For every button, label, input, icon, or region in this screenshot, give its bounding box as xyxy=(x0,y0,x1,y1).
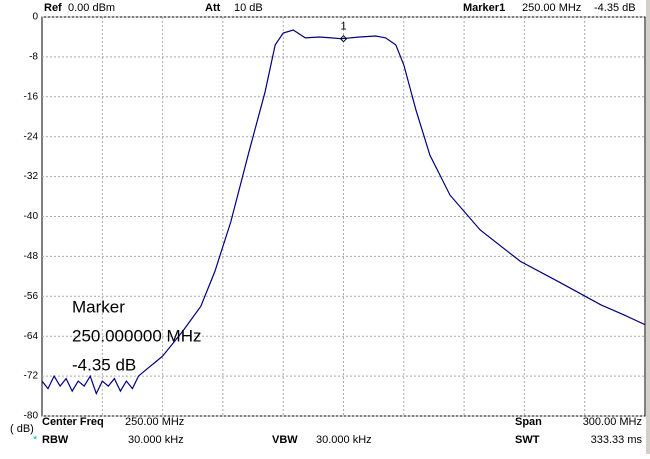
rbw-label: RBW xyxy=(42,434,69,446)
rbw-star: * xyxy=(33,434,38,446)
marker-level: -4.35 dB xyxy=(594,2,636,14)
y-tick-label: -64 xyxy=(24,331,39,342)
y-axis-label: ( dB) xyxy=(10,423,34,435)
swt-label: SWT xyxy=(515,434,540,446)
center-label: Center Freq xyxy=(42,416,104,428)
y-tick-label: -80 xyxy=(24,411,39,422)
att-value: 10 dB xyxy=(234,2,263,14)
rbw-value: 30.000 kHz xyxy=(128,434,184,446)
y-tick-label: -24 xyxy=(24,131,39,142)
y-tick-label: -48 xyxy=(24,251,39,262)
swt-value: 333.33 ms xyxy=(591,434,643,446)
center-value: 250.00 MHz xyxy=(125,416,184,428)
marker-point xyxy=(339,34,348,43)
marker-readout: Marker xyxy=(72,297,125,316)
y-tick-label: -8 xyxy=(29,52,38,63)
ref-label: Ref xyxy=(44,2,62,14)
y-tick-label: -40 xyxy=(24,211,39,222)
y-tick-label: -56 xyxy=(24,291,39,302)
marker-readout: -4.35 dB xyxy=(72,355,136,374)
trace xyxy=(41,29,646,396)
y-tick-label: -72 xyxy=(24,371,39,382)
marker-freq: 250.00 MHz xyxy=(522,2,581,14)
ref-value: 0.00 dBm xyxy=(68,2,115,14)
y-tick-label: -32 xyxy=(24,171,39,182)
att-label: Att xyxy=(205,2,221,14)
y-tick-label: 0 xyxy=(32,12,38,23)
marker-number: 1 xyxy=(340,21,346,33)
span-value: 300.00 MHz xyxy=(583,416,642,428)
span-label: Span xyxy=(515,416,542,428)
marker-readout: 250.000000 MHz xyxy=(72,326,201,345)
y-tick-label: -16 xyxy=(24,91,39,102)
vbw-value: 30.000 kHz xyxy=(316,434,372,446)
vbw-label: VBW xyxy=(272,434,298,446)
marker-label: Marker1 xyxy=(463,2,505,14)
edge xyxy=(646,0,650,454)
